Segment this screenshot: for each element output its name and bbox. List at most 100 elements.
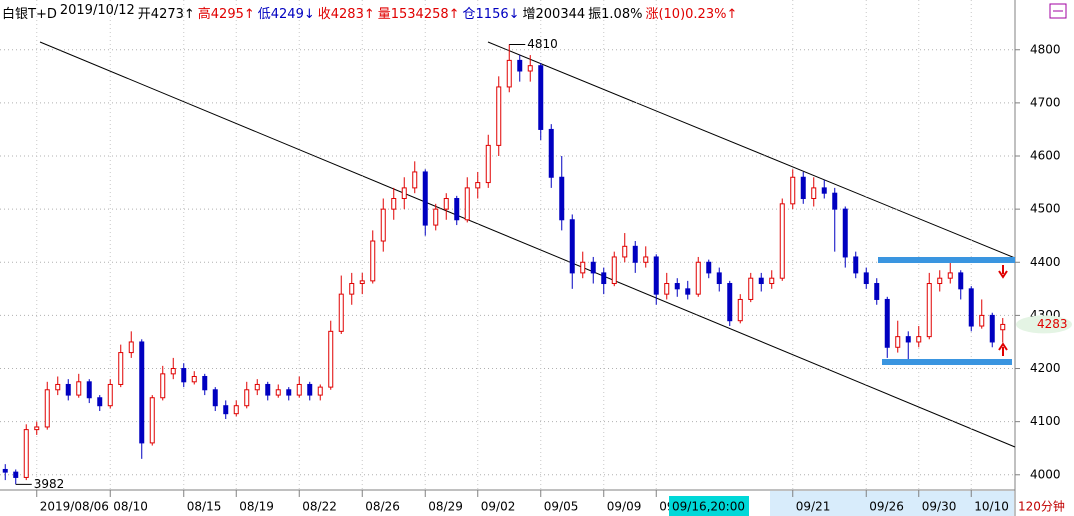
candle-body <box>622 245 628 258</box>
header-item: 白银T+D <box>2 7 57 22</box>
x-tick-label: 09/05 <box>544 500 579 514</box>
candle-body <box>937 277 943 285</box>
header: 白银T+D 2019/10/12 开4273↑ 高4295↑ 低4249↓ 收4283↑ 量… <box>2 3 737 22</box>
x-tick-label: 08/29 <box>428 500 463 514</box>
header-item: 收4283↑ <box>317 7 375 22</box>
header-item: 低4249↓ <box>257 7 315 22</box>
candle-body <box>916 336 922 343</box>
candle-body <box>223 405 229 415</box>
candle-body <box>884 298 890 348</box>
header-item: 增200344 <box>522 7 586 22</box>
candle-body <box>244 389 250 407</box>
candle-body <box>2 468 8 473</box>
candle-body <box>359 280 365 285</box>
period-label: 120分钟 <box>1018 499 1065 514</box>
candle-body <box>800 176 806 200</box>
trend-line <box>487 41 1016 259</box>
candle-body <box>464 187 470 221</box>
candle-body <box>695 261 701 295</box>
x-tick-label: 2019/08/06 <box>40 500 109 514</box>
candle-body <box>139 341 145 444</box>
candle-body <box>86 381 92 399</box>
candle-body <box>202 375 208 391</box>
candle-body <box>181 368 187 383</box>
candle-body <box>128 341 134 354</box>
candle-body <box>380 208 386 242</box>
up-arrow <box>998 342 1008 356</box>
header-item: 高4295↑ <box>197 7 255 22</box>
candle-body <box>149 397 155 444</box>
candle-body <box>548 128 554 178</box>
header-item: 振1.08% <box>588 7 643 22</box>
candle-body <box>569 219 575 274</box>
candle-body <box>254 383 260 391</box>
candle-body <box>317 386 323 396</box>
y-tick-label: 4800 <box>1030 42 1061 56</box>
support-band <box>882 359 1012 365</box>
candle-body <box>107 383 113 407</box>
candle-body <box>832 192 838 210</box>
candle-body <box>538 65 544 130</box>
y-tick-label: 4100 <box>1030 414 1061 428</box>
y-tick-label: 4700 <box>1030 95 1061 109</box>
candle-body <box>496 86 502 146</box>
x-tick-label: 09/09 <box>607 500 642 514</box>
x-tick-label: 09/30 <box>922 500 957 514</box>
header-item: 仓1156↓ <box>462 7 520 22</box>
y-tick-label: 4400 <box>1030 255 1061 269</box>
candle-body <box>286 389 292 396</box>
candle-body <box>590 261 596 274</box>
x-tick-label: 09/26 <box>869 500 904 514</box>
candle-body <box>475 182 481 189</box>
candle-body <box>338 293 344 332</box>
candle-body <box>55 383 61 391</box>
candle-body <box>1000 323 1006 331</box>
candle-body <box>653 256 659 295</box>
candle-body <box>748 277 754 300</box>
header-item: 2019/10/12 <box>59 3 135 18</box>
candle-body <box>391 198 397 210</box>
candle-body <box>580 261 586 274</box>
candle-body <box>989 314 995 343</box>
candle-body <box>968 288 974 327</box>
candle-body <box>13 471 19 478</box>
candle-body <box>307 383 313 396</box>
candle-body <box>895 336 901 348</box>
last-price-bg <box>1016 315 1072 334</box>
candle-body <box>685 288 691 295</box>
down-arrow <box>998 265 1008 279</box>
cursor-label-bg <box>669 496 749 516</box>
candle-body <box>265 383 271 396</box>
x-tick-label: 09/02 <box>481 500 516 514</box>
candle-body <box>433 208 439 226</box>
candle-body <box>170 368 176 375</box>
annotation: 3982 <box>34 477 65 491</box>
candle-body <box>664 283 670 295</box>
candle-body <box>76 381 82 396</box>
last-price: 4283 <box>1037 317 1068 331</box>
candle-body <box>737 298 743 322</box>
annotation: 4810 <box>527 37 558 51</box>
candle-body <box>926 283 932 338</box>
candle-body <box>674 283 680 290</box>
y-tick-label: 4500 <box>1030 202 1061 216</box>
candle-body <box>958 272 964 290</box>
candle-body <box>370 240 376 282</box>
candle-body <box>559 176 565 221</box>
candle-body <box>790 176 796 205</box>
candle-body <box>727 283 733 322</box>
candle-body <box>905 336 911 343</box>
x-tick-label: 10/10 <box>974 500 1009 514</box>
x-tick-label: 08/10 <box>113 500 148 514</box>
x-tick-label: 09/21 <box>796 500 831 514</box>
candle-body <box>632 245 638 263</box>
candle-body <box>601 272 607 285</box>
candle-body <box>34 426 40 431</box>
candle-body <box>23 429 29 478</box>
candle-body <box>485 144 491 184</box>
candle-body <box>65 383 71 396</box>
candle-body <box>44 389 50 428</box>
candle-body <box>97 397 103 407</box>
